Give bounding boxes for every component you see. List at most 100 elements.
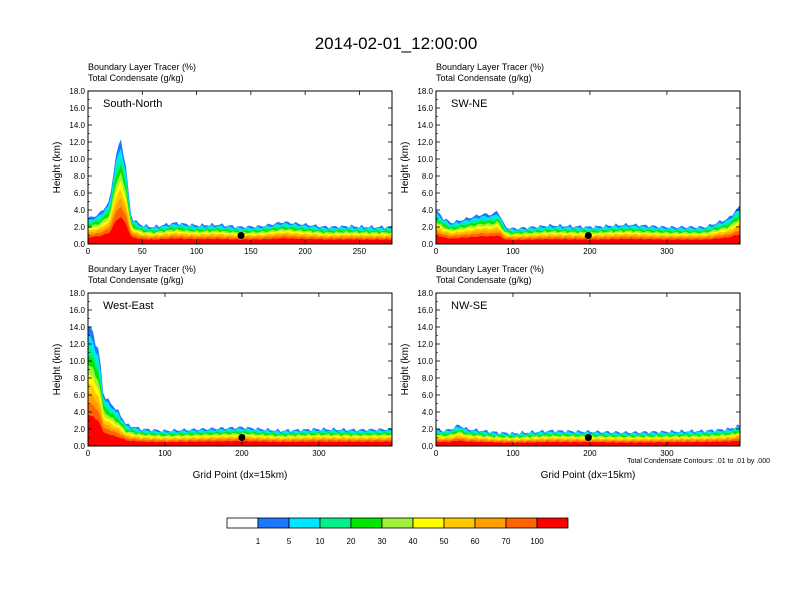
surface-marker <box>237 232 245 239</box>
colorbar-swatch <box>443 517 476 529</box>
x-tick-label: 300 <box>660 449 674 458</box>
plot-background <box>88 293 392 446</box>
subtitle-condensate: Total Condensate (g/kg) <box>436 73 532 83</box>
tracer-field <box>436 293 740 446</box>
colorbar-swatch <box>319 517 352 529</box>
surface-marker <box>584 434 592 441</box>
subtitle-tracer: Boundary Layer Tracer (%) <box>88 264 196 274</box>
subtitle-tracer: Boundary Layer Tracer (%) <box>436 62 544 72</box>
y-tick-label: 10.0 <box>69 357 85 366</box>
colorbar-label: 20 <box>347 537 356 546</box>
x-tick-label: 200 <box>235 449 249 458</box>
y-tick-label: 16.0 <box>69 306 85 315</box>
y-tick-label: 14.0 <box>69 323 85 332</box>
y-tick-label: 12.0 <box>69 138 85 147</box>
x-tick-label: 200 <box>583 247 597 256</box>
colorbar-label: 30 <box>378 537 387 546</box>
colorbar-label: 70 <box>502 537 511 546</box>
surface-marker <box>238 434 246 441</box>
colorbar-label: 40 <box>409 537 418 546</box>
colorbar-label: 60 <box>471 537 480 546</box>
y-tick-label: 6.0 <box>422 391 434 400</box>
tracer-field <box>88 91 392 244</box>
x-tick-label: 100 <box>506 449 520 458</box>
x-tick-label: 300 <box>312 449 326 458</box>
x-tick-label: 100 <box>158 449 172 458</box>
colorbar-swatch <box>288 517 321 529</box>
x-tick-label: 0 <box>434 247 439 256</box>
tracer-band-100 <box>88 216 392 244</box>
contour-note: Total Condensate Contours: .01 to .01 by… <box>627 458 770 465</box>
panel-west-east: Boundary Layer Tracer (%)Total Condensat… <box>52 264 393 481</box>
panel-nw-se: Boundary Layer Tracer (%)Total Condensat… <box>400 264 741 481</box>
y-tick-label: 18.0 <box>69 87 85 96</box>
y-tick-label: 0.0 <box>422 240 434 249</box>
colorbar-swatch <box>381 517 414 529</box>
y-tick-label: 16.0 <box>69 104 85 113</box>
y-tick-label: 4.0 <box>74 408 86 417</box>
colorbar-label: 100 <box>530 537 544 546</box>
tracer-band-100 <box>436 234 740 244</box>
panel-title: SW-NE <box>451 98 487 110</box>
subtitle-condensate: Total Condensate (g/kg) <box>88 73 184 83</box>
y-tick-label: 18.0 <box>417 87 433 96</box>
y-tick-label: 14.0 <box>69 121 85 130</box>
panels: Boundary Layer Tracer (%)Total Condensat… <box>52 62 741 481</box>
y-tick-label: 4.0 <box>422 408 434 417</box>
y-tick-label: 10.0 <box>417 155 433 164</box>
panel-title: NW-SE <box>451 300 487 312</box>
y-tick-label: 2.0 <box>74 425 86 434</box>
y-axis-label: Height (km) <box>400 142 411 194</box>
x-tick-label: 100 <box>190 247 204 256</box>
colorbar: 1 5 10 20 30 40 50 60 70 100 <box>226 517 569 546</box>
panel-sw-ne: Boundary Layer Tracer (%)Total Condensat… <box>400 62 741 256</box>
y-axis-label: Height (km) <box>52 344 63 396</box>
y-tick-label: 18.0 <box>417 289 433 298</box>
y-tick-label: 0.0 <box>74 442 86 451</box>
figure-title: 2014-02-01_12:00:00 <box>315 34 478 53</box>
y-tick-label: 4.0 <box>74 206 86 215</box>
y-tick-label: 4.0 <box>422 206 434 215</box>
y-axis-label: Height (km) <box>400 344 411 396</box>
y-tick-label: 10.0 <box>417 357 433 366</box>
colorbar-swatch <box>257 517 290 529</box>
x-tick-label: 50 <box>138 247 147 256</box>
panel-title: West-East <box>103 300 154 312</box>
x-tick-label: 200 <box>298 247 312 256</box>
x-axis-label: Grid Point (dx=15km) <box>541 470 636 481</box>
panel-south-north: Boundary Layer Tracer (%)Total Condensat… <box>52 62 393 256</box>
y-tick-label: 6.0 <box>422 189 434 198</box>
y-axis-label: Height (km) <box>52 142 63 194</box>
colorbar-swatch <box>226 517 259 529</box>
x-tick-label: 200 <box>583 449 597 458</box>
colorbar-label: 1 <box>256 537 261 546</box>
subtitle-condensate: Total Condensate (g/kg) <box>436 275 532 285</box>
tracer-band-100 <box>88 414 392 446</box>
y-tick-label: 16.0 <box>417 104 433 113</box>
y-tick-label: 14.0 <box>417 121 433 130</box>
x-axis-label: Grid Point (dx=15km) <box>193 470 288 481</box>
y-tick-label: 8.0 <box>422 172 434 181</box>
tracer-band-100 <box>436 440 740 446</box>
y-tick-label: 2.0 <box>74 223 86 232</box>
y-tick-label: 12.0 <box>417 340 433 349</box>
panel-title: South-North <box>103 98 162 110</box>
y-tick-label: 12.0 <box>69 340 85 349</box>
y-tick-label: 10.0 <box>69 155 85 164</box>
y-tick-label: 18.0 <box>69 289 85 298</box>
plot-background <box>436 293 740 446</box>
subtitle-tracer: Boundary Layer Tracer (%) <box>88 62 196 72</box>
y-tick-label: 16.0 <box>417 306 433 315</box>
colorbar-swatch <box>474 517 507 529</box>
y-tick-label: 6.0 <box>74 391 86 400</box>
x-tick-label: 250 <box>353 247 367 256</box>
colorbar-swatch <box>350 517 383 529</box>
y-tick-label: 8.0 <box>74 172 86 181</box>
y-tick-label: 8.0 <box>422 374 434 383</box>
tracer-field <box>88 293 392 446</box>
y-tick-label: 2.0 <box>422 223 434 232</box>
colorbar-swatch <box>412 517 445 529</box>
y-tick-label: 0.0 <box>74 240 86 249</box>
y-tick-label: 14.0 <box>417 323 433 332</box>
